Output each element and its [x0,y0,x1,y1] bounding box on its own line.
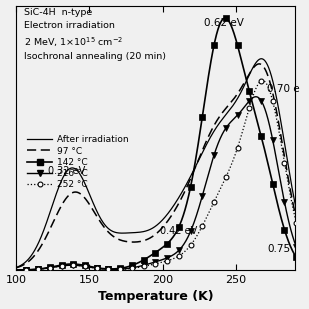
Text: 0.32 eV: 0.32 eV [48,166,86,176]
Text: 0.70 e: 0.70 e [267,84,299,94]
Text: 0.42 eV: 0.42 eV [160,226,197,236]
Text: 0.62 eV: 0.62 eV [204,18,244,28]
Text: 0.75: 0.75 [267,244,290,254]
X-axis label: Temperature (K): Temperature (K) [98,290,213,303]
Legend: After irradiation, 97 °C, 142 °C, 216 °C, 252 °C: After irradiation, 97 °C, 142 °C, 216 °C… [23,132,132,193]
Text: SiC-4H  n-type
Electron irradiation
2 MeV, 1×10$^{15}$ cm$^{-2}$
Isochronal anne: SiC-4H n-type Electron irradiation 2 MeV… [24,8,167,61]
